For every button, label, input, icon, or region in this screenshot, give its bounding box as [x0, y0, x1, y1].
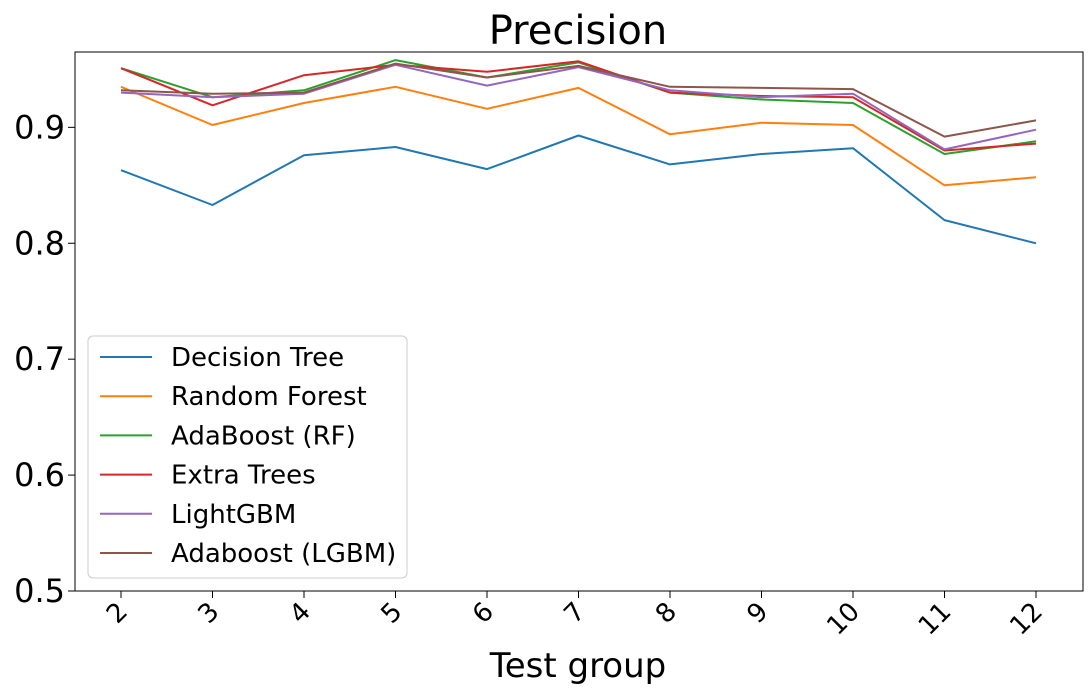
y-tick-label: 0.8	[14, 224, 65, 262]
x-tick-label: 8	[650, 597, 683, 630]
legend-label: Extra Trees	[171, 461, 316, 491]
series-line-extra-trees	[120, 60, 1037, 152]
y-axis-ticks: 0.5 0.6 0.7 0.8 0.9	[14, 108, 75, 610]
y-tick-label: 0.5	[14, 572, 65, 610]
legend-label: Decision Tree	[171, 343, 344, 373]
x-tick-label: 7	[559, 597, 592, 630]
y-tick-label: 0.9	[14, 108, 65, 146]
y-tick-label: 0.6	[14, 456, 65, 494]
x-tick-label: 9	[742, 597, 775, 630]
series-line-lightgbm	[120, 63, 1037, 151]
x-tick-label: 10	[821, 597, 866, 642]
legend: Decision Tree Random Forest AdaBoost (RF) E…	[87, 335, 408, 579]
series-line-adaboost-rf	[120, 59, 1037, 155]
legend-box	[87, 335, 408, 579]
legend-label: Random Forest	[171, 382, 367, 412]
series-line-adaboost-lgbm	[120, 62, 1037, 138]
x-axis-label: Test group	[489, 646, 667, 686]
x-tick-label: 3	[193, 597, 226, 630]
series-line-random-forest	[120, 85, 1037, 187]
series-line-decision-tree	[120, 134, 1037, 245]
x-tick-label: 12	[1004, 597, 1049, 642]
legend-label: LightGBM	[171, 500, 296, 530]
chart-title: Precision	[489, 8, 667, 54]
legend-label: Adaboost (LGBM)	[171, 539, 396, 569]
series-lines	[120, 59, 1037, 245]
y-tick-label: 0.7	[14, 340, 65, 378]
x-tick-label: 5	[376, 597, 409, 630]
x-tick-label: 6	[467, 597, 500, 630]
legend-label: AdaBoost (RF)	[171, 421, 356, 451]
x-tick-label: 4	[284, 597, 317, 630]
x-axis-ticks: 2 3 4 5 6 7 8 9 10 11 12	[101, 591, 1049, 641]
x-tick-label: 11	[913, 597, 958, 642]
x-tick-label: 2	[101, 597, 134, 630]
legend-items: Decision Tree Random Forest AdaBoost (RF) E…	[100, 343, 396, 569]
